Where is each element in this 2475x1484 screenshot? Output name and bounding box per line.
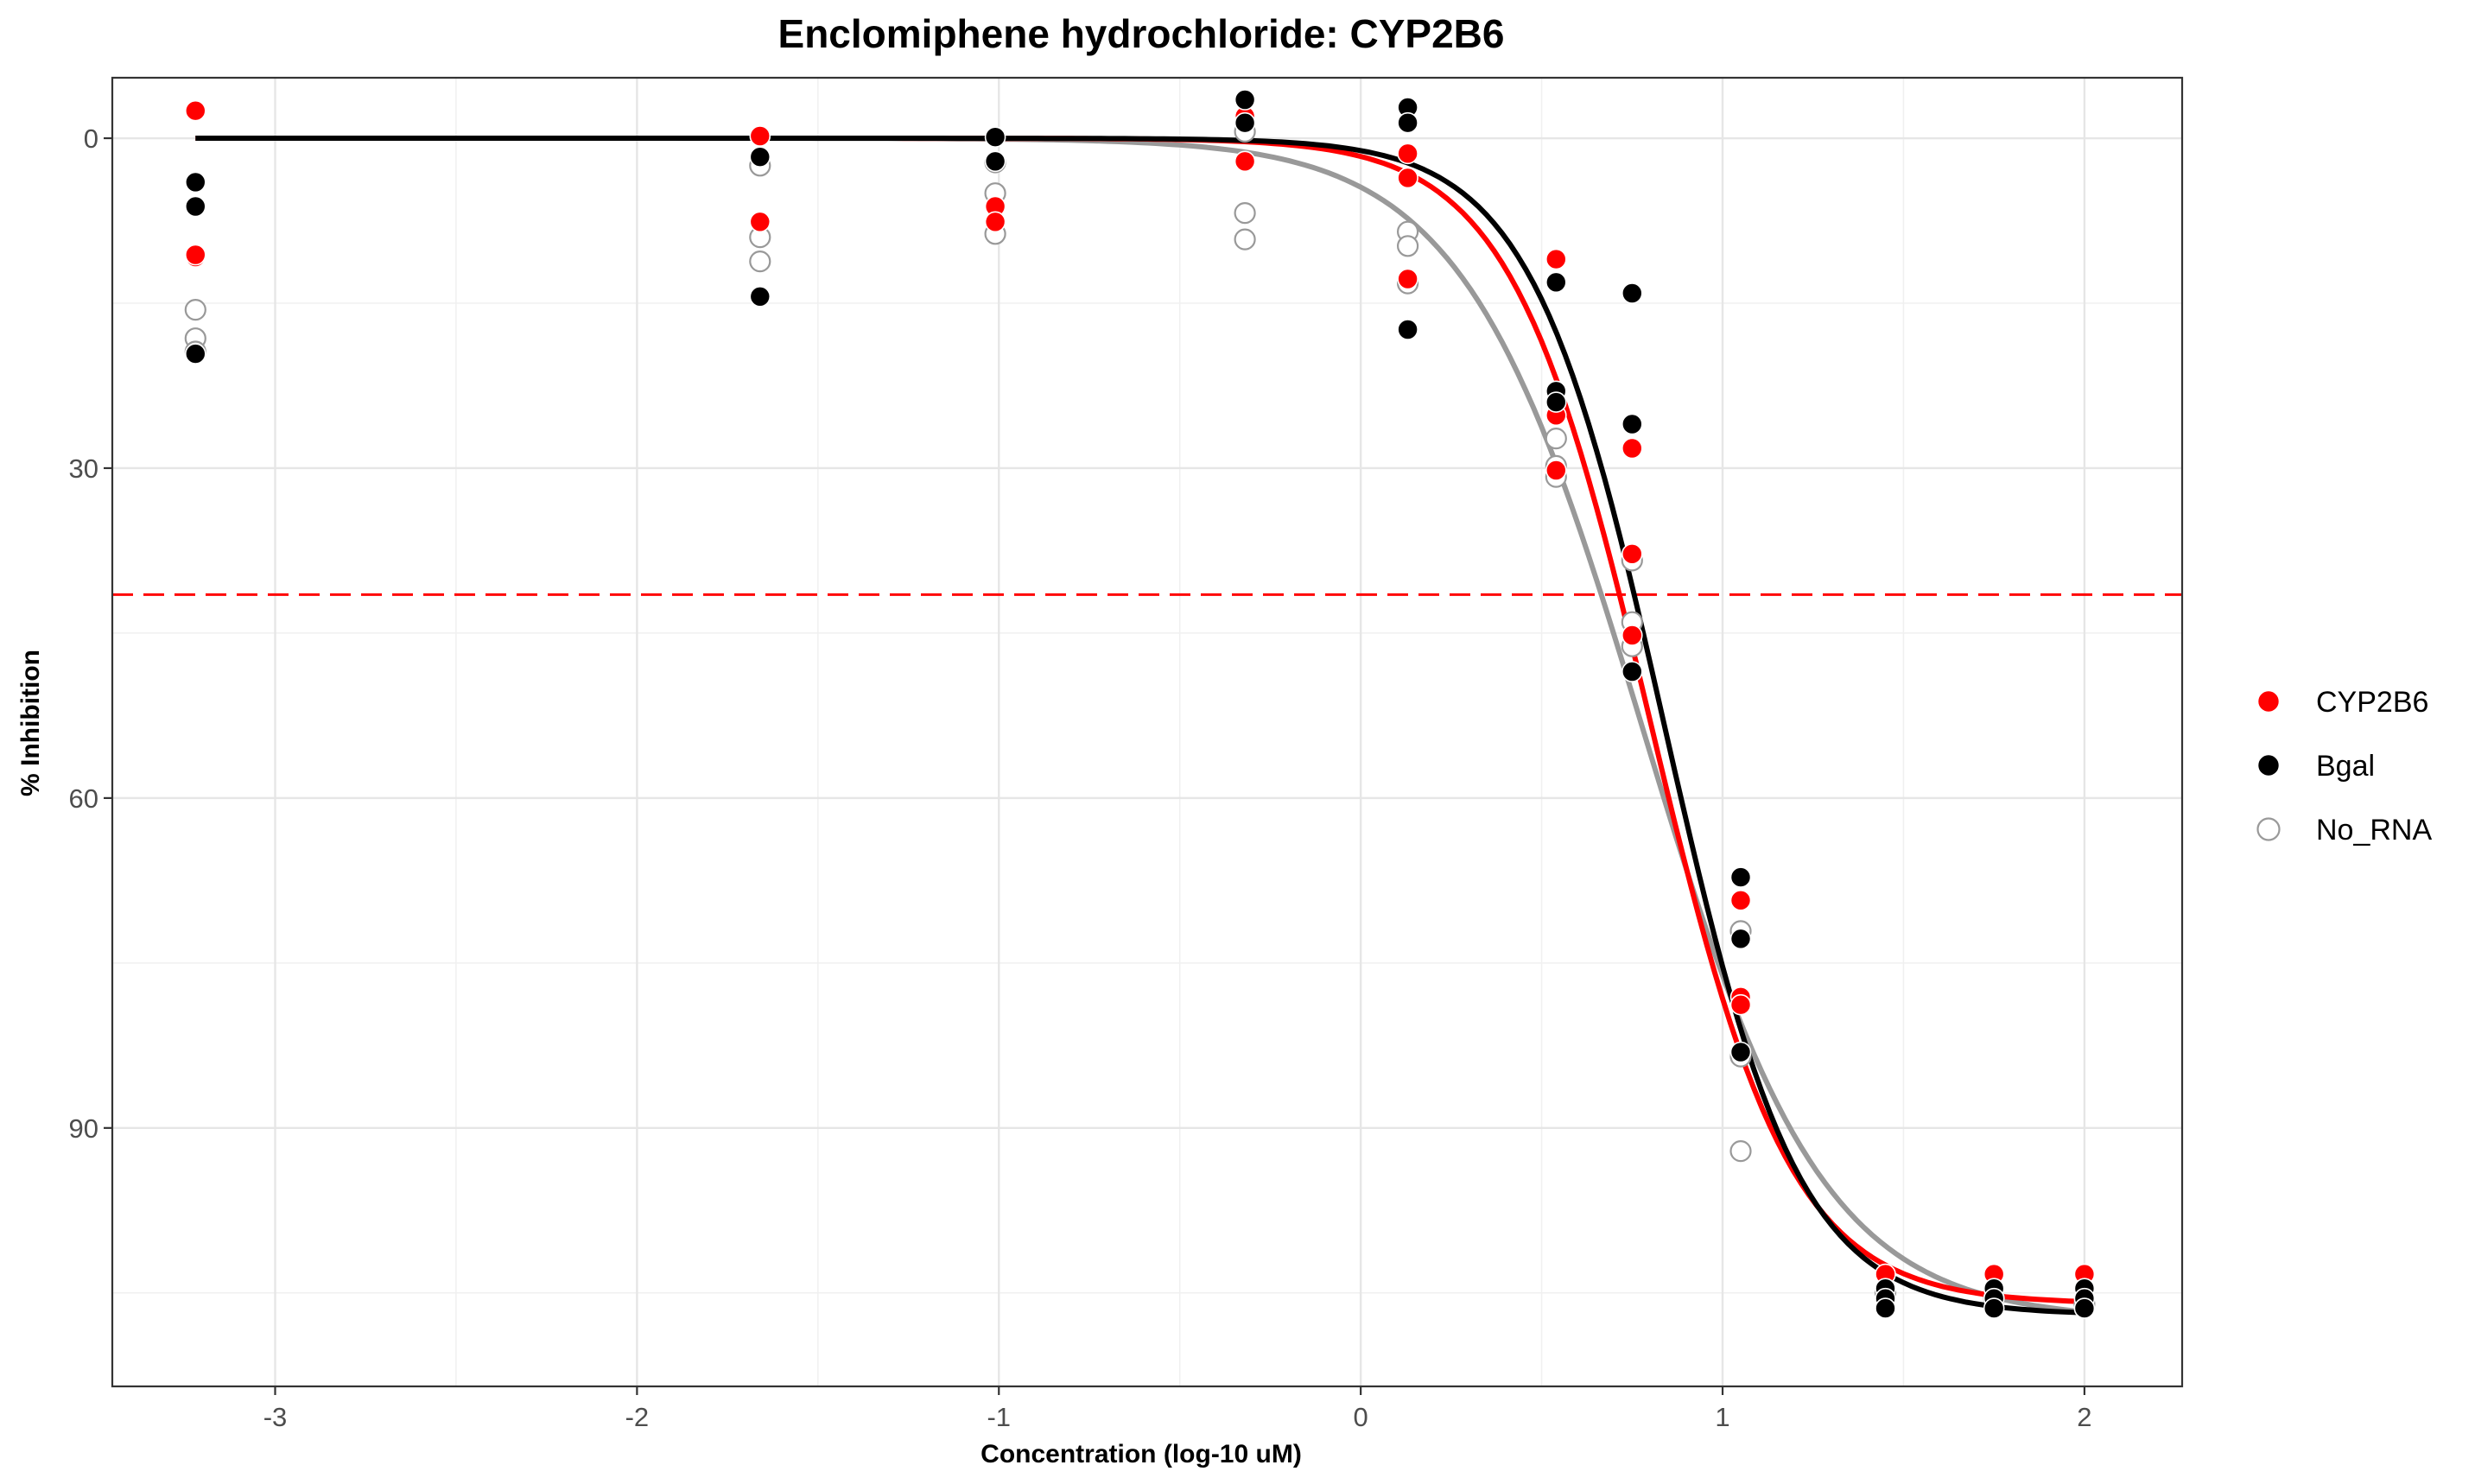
x-axis-title: Concentration (log-10 uM) — [980, 1440, 1302, 1468]
point-cyp2b6 — [1545, 248, 1567, 270]
point-cyp2b6 — [749, 125, 771, 147]
point-bgal — [1875, 1297, 1896, 1319]
point-no-rna — [1396, 235, 1419, 257]
point-bgal — [1621, 282, 1643, 304]
legend-label-cyp2b6: CYP2B6 — [2316, 686, 2428, 719]
curve-bgal — [195, 136, 2085, 1316]
point-cyp2b6 — [1621, 542, 1643, 565]
point-cyp2b6 — [1729, 890, 1752, 911]
y-tick-label: 0 — [84, 124, 98, 154]
point-bgal — [1621, 413, 1643, 435]
plot-panel-border — [111, 76, 2184, 1388]
axes: -3 -2 -1 0 1 2 0 30 60 90 — [69, 124, 2092, 1432]
point-no-rna — [1234, 228, 1256, 251]
point-bgal — [1729, 866, 1752, 888]
point-bgal — [185, 195, 206, 218]
y-axis-title: % Inhibition — [16, 650, 45, 796]
point-bgal — [984, 126, 1006, 148]
point-cyp2b6 — [185, 244, 206, 266]
point-cyp2b6 — [1545, 460, 1567, 481]
legend-label-no-rna: No_RNA — [2316, 814, 2432, 847]
point-bgal — [1621, 661, 1643, 682]
point-bgal — [749, 285, 771, 308]
point-cyp2b6 — [1621, 625, 1643, 646]
y-tick-label: 60 — [69, 783, 98, 814]
point-no-rna — [749, 251, 771, 273]
point-bgal — [185, 343, 206, 365]
point-cyp2b6 — [1621, 437, 1643, 460]
grid-lines — [112, 78, 2182, 1386]
chart-title: Enclomiphene hydrochloride: CYP2B6 — [778, 11, 1505, 56]
point-no-rna — [184, 299, 206, 321]
data-points — [184, 89, 2096, 1319]
point-bgal — [1234, 111, 1256, 134]
point-cyp2b6 — [984, 211, 1006, 233]
legend-key-cyp2b6 — [2256, 689, 2281, 713]
y-tick-label: 90 — [69, 1113, 98, 1144]
legend-label-bgal: Bgal — [2316, 750, 2375, 783]
x-tick-label: -2 — [625, 1402, 650, 1432]
fitted-curves — [195, 136, 2085, 1316]
point-bgal — [1729, 1041, 1752, 1063]
point-bgal — [1545, 391, 1567, 413]
point-bgal — [1729, 928, 1752, 950]
point-no-rna — [1234, 202, 1256, 225]
point-cyp2b6 — [1397, 268, 1418, 290]
point-cyp2b6 — [185, 99, 206, 122]
point-bgal — [1983, 1297, 2005, 1319]
point-bgal — [984, 150, 1006, 173]
point-bgal — [1397, 319, 1418, 340]
point-cyp2b6 — [1729, 993, 1752, 1016]
x-tick-label: 0 — [1354, 1402, 1368, 1432]
x-tick-label: -3 — [263, 1402, 288, 1432]
x-tick-label: -1 — [987, 1402, 1011, 1432]
x-tick-label: 1 — [1715, 1402, 1729, 1432]
point-bgal — [185, 171, 206, 193]
legend: CYP2B6 Bgal No_RNA — [2256, 686, 2432, 847]
point-no-rna — [1729, 1139, 1752, 1163]
point-cyp2b6 — [749, 211, 771, 233]
point-bgal — [1397, 111, 1418, 134]
point-no-rna — [1545, 428, 1567, 450]
point-bgal — [2073, 1297, 2096, 1319]
point-cyp2b6 — [1397, 143, 1418, 165]
point-bgal — [1234, 89, 1256, 111]
legend-key-bgal — [2256, 753, 2281, 777]
y-tick-label: 30 — [69, 453, 98, 484]
point-cyp2b6 — [1234, 150, 1256, 173]
plot-panel — [111, 76, 2184, 1388]
point-bgal — [749, 146, 771, 168]
legend-key-no-rna — [2256, 817, 2281, 841]
point-bgal — [1545, 271, 1567, 294]
point-cyp2b6 — [1397, 167, 1418, 189]
x-tick-label: 2 — [2077, 1402, 2091, 1432]
